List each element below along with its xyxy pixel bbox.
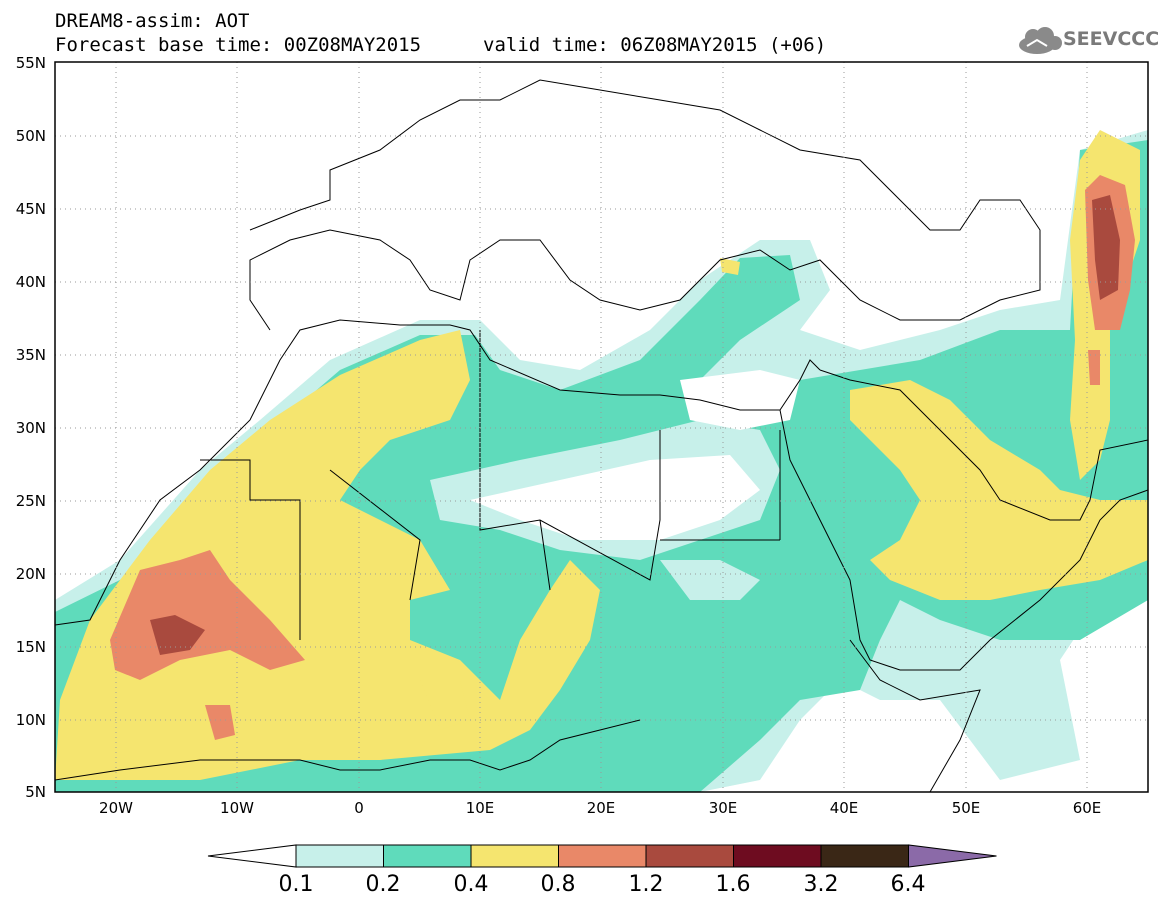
colorbar-label: 6.4 xyxy=(890,872,926,897)
lat-label: 30N xyxy=(15,419,46,437)
lon-label: 0 xyxy=(354,799,364,817)
lon-label: 40E xyxy=(829,799,859,817)
lat-label: 55N xyxy=(15,54,46,72)
aot-field-0.4 xyxy=(55,330,600,780)
aot-field-1.2 xyxy=(150,615,205,655)
map-title: DREAM8-assim: AOT xyxy=(55,10,250,32)
colorbar-bin xyxy=(470,844,559,868)
lon-label: 20W xyxy=(99,799,133,817)
lat-label: 35N xyxy=(15,346,46,364)
colorbar-arrow-low xyxy=(207,844,297,868)
lon-label: 10E xyxy=(465,799,495,817)
cloud-icon xyxy=(1019,27,1062,54)
colorbar-bin xyxy=(295,844,384,868)
colorbar-label: 1.6 xyxy=(715,872,751,897)
lat-label: 15N xyxy=(15,638,46,656)
lon-label: 20E xyxy=(586,799,616,817)
colorbar-arrow-high xyxy=(908,844,997,868)
lat-label: 5N xyxy=(25,783,46,801)
valid-time: valid time: 06Z08MAY2015 (+06) xyxy=(483,34,827,56)
lat-label: 25N xyxy=(15,492,46,510)
graticule xyxy=(55,62,1148,792)
coastline-europe xyxy=(249,79,1041,331)
colorbar-bin xyxy=(558,844,647,868)
coastline-west-africa xyxy=(55,719,641,781)
colorbar-label: 1.2 xyxy=(628,872,664,897)
lat-label: 50N xyxy=(15,127,46,145)
colorbar-bin xyxy=(645,844,734,868)
colorbar-label: 0.1 xyxy=(278,872,314,897)
lat-label: 10N xyxy=(15,711,46,729)
coastline-red-sea xyxy=(779,409,1148,671)
borders-sahara xyxy=(200,330,781,640)
coastline-horn xyxy=(849,639,981,792)
coastline-arabia xyxy=(819,369,1148,521)
lon-label: 10W xyxy=(220,799,254,817)
colorbar-bin xyxy=(733,844,822,868)
colorbar-label: 0.2 xyxy=(365,872,401,897)
lat-label: 45N xyxy=(15,200,46,218)
map-frame xyxy=(54,61,1149,793)
colorbar-bin xyxy=(820,844,909,868)
lat-label: 40N xyxy=(15,273,46,291)
logo-text: SEEVCCC xyxy=(1063,28,1160,50)
lat-label: 20N xyxy=(15,565,46,583)
lon-label: 60E xyxy=(1072,799,1102,817)
colorbar-label: 3.2 xyxy=(803,872,839,897)
lon-label: 30E xyxy=(708,799,738,817)
colorbar xyxy=(207,844,997,868)
lon-label: 50E xyxy=(951,799,981,817)
forecast-base-time: Forecast base time: 00Z08MAY2015 xyxy=(55,34,422,56)
colorbar-label: 0.8 xyxy=(540,872,576,897)
coastline-north-africa xyxy=(55,319,821,626)
colorbar-bin xyxy=(383,844,472,868)
colorbar-label: 0.4 xyxy=(453,872,489,897)
